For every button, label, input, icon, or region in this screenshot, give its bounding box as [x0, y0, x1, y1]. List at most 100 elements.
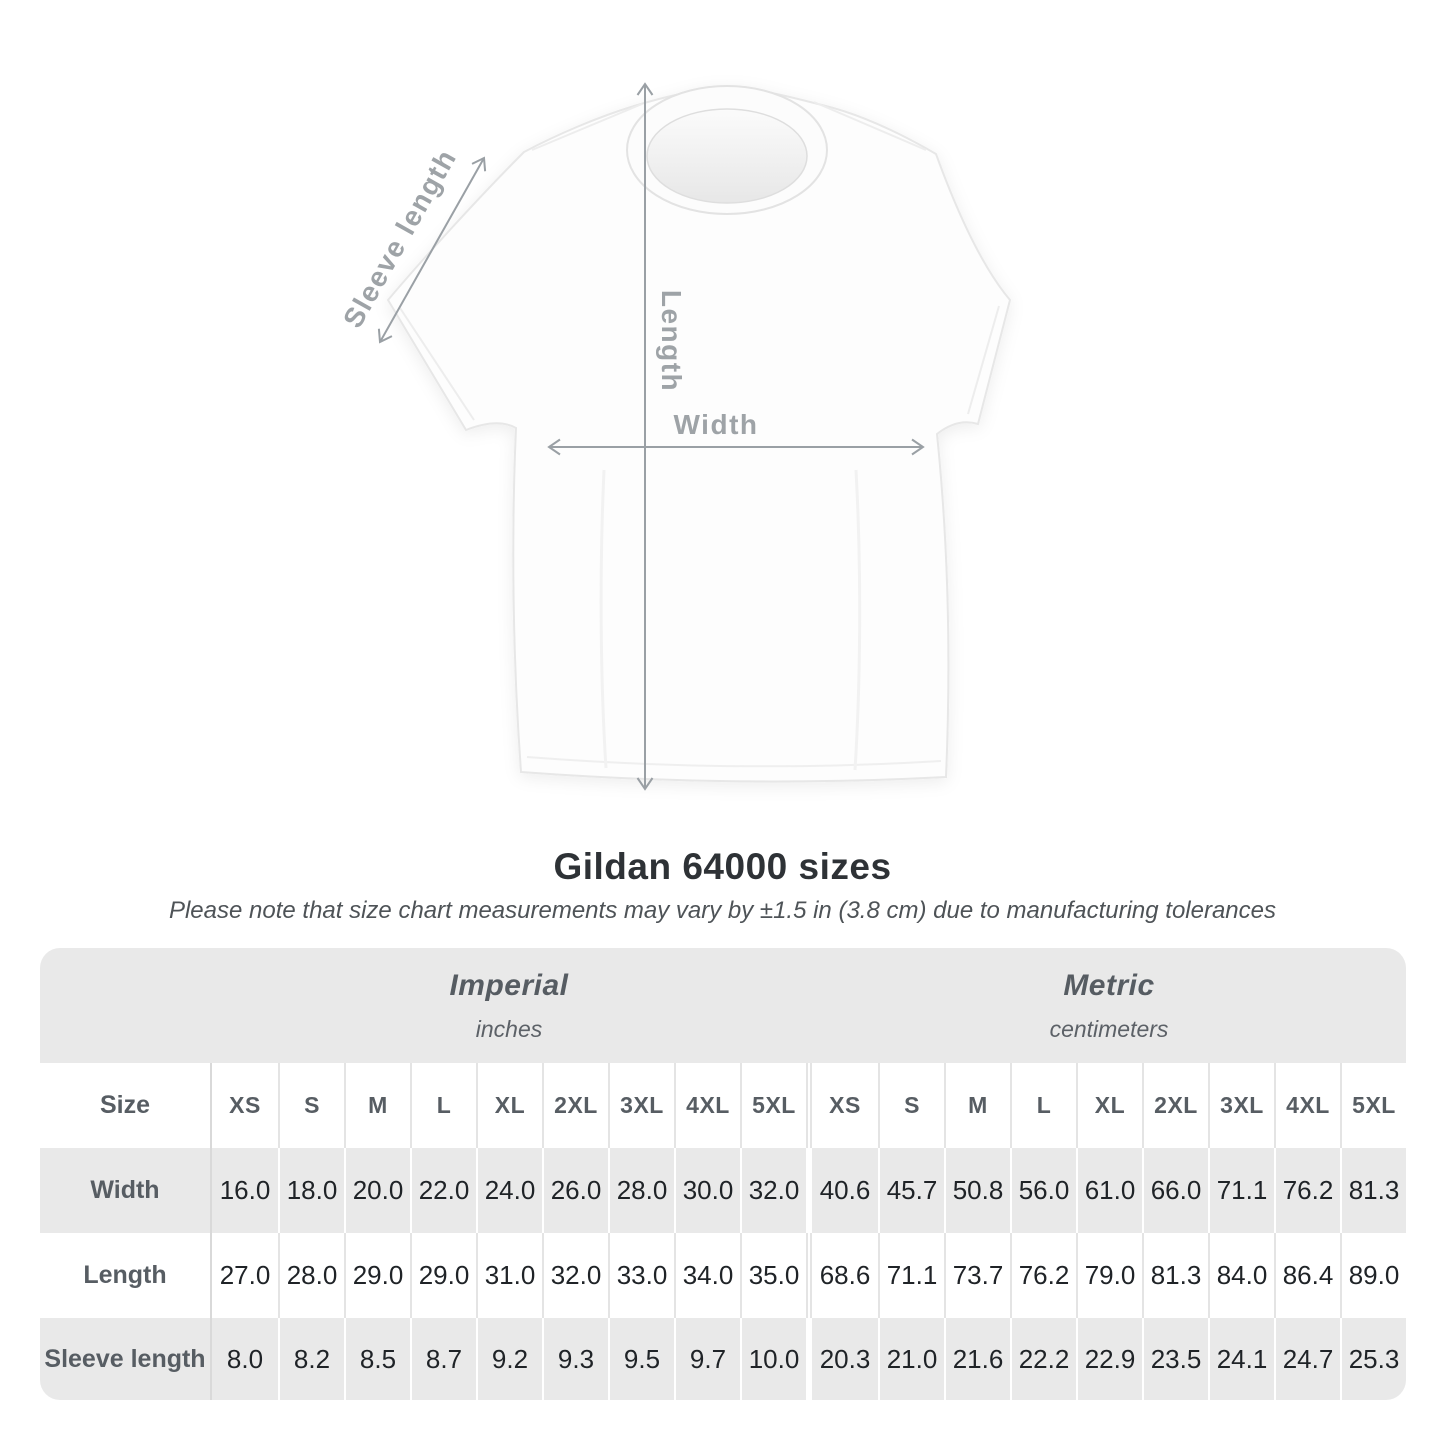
data-cell: 28.0 — [278, 1233, 344, 1318]
size-header-cell: L — [1010, 1063, 1076, 1148]
data-cell: 25.3 — [1340, 1318, 1406, 1400]
size-corner-label: Size — [40, 1063, 212, 1148]
data-cell: 32.0 — [740, 1148, 806, 1233]
row-label: Width — [40, 1148, 212, 1233]
size-header-cell: 4XL — [1274, 1063, 1340, 1148]
data-cell: 29.0 — [344, 1233, 410, 1318]
data-cell: 68.6 — [812, 1233, 878, 1318]
data-cell: 18.0 — [278, 1148, 344, 1233]
tshirt-diagram: Sleeve length Length Width — [337, 82, 1012, 791]
data-cell: 23.5 — [1142, 1318, 1208, 1400]
data-cell: 20.0 — [344, 1148, 410, 1233]
data-cell: 24.1 — [1208, 1318, 1274, 1400]
fold-line-right — [853, 469, 862, 771]
size-header-cell: XS — [212, 1063, 278, 1148]
size-header-cell: XL — [476, 1063, 542, 1148]
imperial-unit: inches — [475, 1015, 543, 1042]
data-cell: 73.7 — [944, 1233, 1010, 1318]
data-cell: 22.9 — [1076, 1318, 1142, 1400]
size-header-cell: 3XL — [1208, 1063, 1274, 1148]
size-table: Imperial inches Metric centimeters Size X… — [40, 948, 1406, 1400]
width-label: Width — [674, 409, 759, 440]
data-cell: 9.2 — [476, 1318, 542, 1400]
data-cell: 84.0 — [1208, 1233, 1274, 1318]
size-header-cell: S — [878, 1063, 944, 1148]
data-cell: 27.0 — [212, 1233, 278, 1318]
data-cell: 86.4 — [1274, 1233, 1340, 1318]
data-cell: 28.0 — [608, 1148, 674, 1233]
measure-row-length: Length 27.0 28.0 29.0 29.0 31.0 32.0 33.0 34.0 35… — [40, 1233, 1406, 1318]
data-cell: 33.0 — [608, 1233, 674, 1318]
data-cell: 30.0 — [674, 1148, 740, 1233]
right-shoulder-seam — [813, 101, 927, 151]
size-header-cell: 4XL — [674, 1063, 740, 1148]
data-cell: 40.6 — [812, 1148, 878, 1233]
data-cell: 89.0 — [1340, 1233, 1406, 1318]
data-cell: 9.5 — [608, 1318, 674, 1400]
data-cell: 9.3 — [542, 1318, 608, 1400]
group-gap — [806, 1318, 812, 1400]
size-header-cell: S — [278, 1063, 344, 1148]
left-shoulder-seam — [531, 103, 643, 151]
row-label: Length — [40, 1233, 212, 1318]
size-header-cell: M — [344, 1063, 410, 1148]
data-cell: 8.0 — [212, 1318, 278, 1400]
fold-line-left — [599, 469, 608, 769]
size-header-cell: M — [944, 1063, 1010, 1148]
unit-header-band: Imperial inches Metric centimeters — [40, 948, 1406, 1063]
data-cell: 45.7 — [878, 1148, 944, 1233]
data-cell: 10.0 — [740, 1318, 806, 1400]
right-cuff-seam — [967, 305, 1000, 415]
collar-opening — [646, 108, 808, 204]
tolerance-note: Please note that size chart measurements… — [168, 897, 1277, 924]
size-header-cell: 2XL — [1142, 1063, 1208, 1148]
data-cell: 26.0 — [542, 1148, 608, 1233]
data-cell: 22.2 — [1010, 1318, 1076, 1400]
group-gap — [806, 1148, 812, 1233]
data-cell: 21.0 — [878, 1318, 944, 1400]
data-cell: 71.1 — [1208, 1148, 1274, 1233]
size-header-cell: 5XL — [740, 1063, 806, 1148]
data-cell: 31.0 — [476, 1233, 542, 1318]
data-cell: 9.7 — [674, 1318, 740, 1400]
data-cell: 16.0 — [212, 1148, 278, 1233]
data-cell: 34.0 — [674, 1233, 740, 1318]
data-cell: 61.0 — [1076, 1148, 1142, 1233]
measure-row-sleeve-length: Sleeve length 8.0 8.2 8.5 8.7 9.2 9.3 9.5 9.7 10.… — [40, 1318, 1406, 1400]
size-header-cell: XL — [1076, 1063, 1142, 1148]
group-gap — [806, 1063, 812, 1148]
size-grid: Size XS S M L XL 2XL 3XL 4XL 5XL XS S M L XL 2XL 3XL 4XL 5… — [40, 1063, 1406, 1400]
data-cell: 29.0 — [410, 1233, 476, 1318]
data-cell: 24.7 — [1274, 1318, 1340, 1400]
data-cell: 81.3 — [1340, 1148, 1406, 1233]
data-cell: 8.2 — [278, 1318, 344, 1400]
measure-row-width: Width 16.0 18.0 20.0 22.0 24.0 26.0 28.0 30.0 32.… — [40, 1148, 1406, 1233]
data-cell: 76.2 — [1274, 1148, 1340, 1233]
hem-seam — [526, 756, 942, 768]
data-cell: 81.3 — [1142, 1233, 1208, 1318]
sleeve-arrow — [377, 156, 487, 344]
data-cell: 66.0 — [1142, 1148, 1208, 1233]
size-header-cell: L — [410, 1063, 476, 1148]
size-header-cell: 3XL — [608, 1063, 674, 1148]
data-cell: 50.8 — [944, 1148, 1010, 1233]
row-label: Sleeve length — [40, 1318, 212, 1400]
data-cell: 35.0 — [740, 1233, 806, 1318]
data-cell: 8.5 — [344, 1318, 410, 1400]
data-cell: 24.0 — [476, 1148, 542, 1233]
group-gap — [806, 1233, 812, 1318]
size-header-cell: 2XL — [542, 1063, 608, 1148]
data-cell: 79.0 — [1076, 1233, 1142, 1318]
data-cell: 56.0 — [1010, 1148, 1076, 1233]
data-cell: 71.1 — [878, 1233, 944, 1318]
data-cell: 22.0 — [410, 1148, 476, 1233]
metric-label: Metric — [1063, 968, 1155, 1002]
tshirt-shape — [386, 85, 1012, 783]
imperial-label: Imperial — [449, 968, 569, 1002]
size-header-cell: XS — [812, 1063, 878, 1148]
metric-group-header: Metric centimeters — [812, 948, 1406, 1063]
length-label: Length — [656, 290, 687, 392]
data-cell: 76.2 — [1010, 1233, 1076, 1318]
imperial-group-header: Imperial inches — [212, 948, 806, 1063]
metric-unit: centimeters — [1049, 1015, 1169, 1042]
